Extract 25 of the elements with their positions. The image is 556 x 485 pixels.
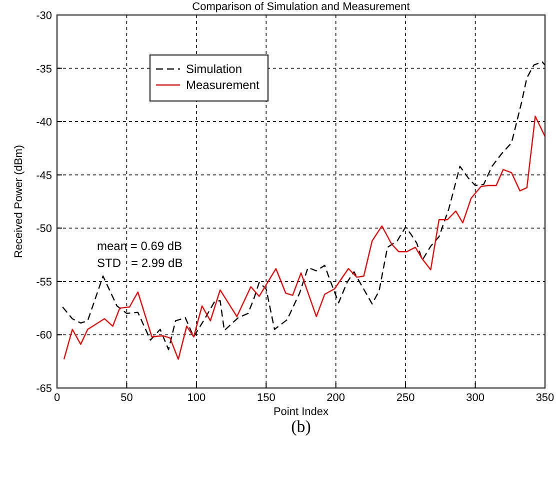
- x-tick-label: 350: [536, 392, 554, 404]
- y-tick-label: -60: [36, 330, 52, 342]
- legend-label: Measurement: [186, 78, 260, 92]
- y-tick-label: -45: [36, 170, 52, 182]
- annotation: STD = 2.99 dB: [97, 256, 183, 270]
- chart-title: Comparison of Simulation and Measurement: [192, 1, 410, 13]
- x-tick-label: 250: [396, 392, 415, 404]
- y-axis-title: Received Power (dBm): [13, 144, 25, 258]
- x-tick-label: 150: [256, 392, 276, 404]
- text: (b): [291, 417, 311, 436]
- x-tick-label: 100: [187, 392, 206, 404]
- y-tick-label: -40: [36, 116, 52, 129]
- x-axis-title: Point Index: [273, 406, 330, 418]
- y-tick-label: -65: [36, 383, 52, 395]
- x-tick-label: 200: [326, 392, 346, 404]
- y-tick-label: -55: [36, 276, 52, 288]
- y-tick-label: -35: [36, 63, 52, 76]
- annotation: mean = 0.69 dB: [97, 239, 182, 253]
- x-tick-label: 0: [54, 392, 60, 404]
- line-series: [63, 116, 546, 360]
- y-tick-label: -30: [36, 10, 52, 22]
- legend-label: Simulation: [186, 62, 242, 76]
- x-tick-label: 300: [466, 392, 484, 404]
- y-tick-label: -50: [36, 223, 52, 236]
- x-tick-label: 50: [120, 392, 133, 404]
